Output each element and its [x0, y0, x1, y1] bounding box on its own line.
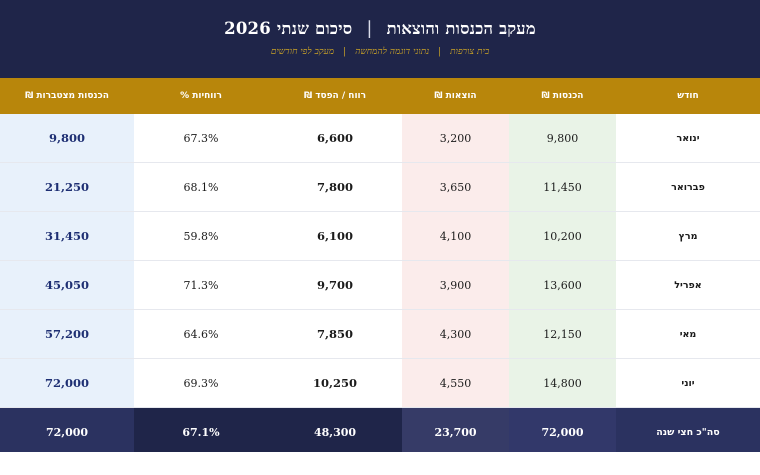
title-main: מעקב הכנסות והוצאות: [386, 18, 536, 38]
bottom-margin: [0, 452, 760, 475]
income-cell: 11,450: [509, 162, 616, 212]
margin-cell: 68.1%: [134, 162, 268, 212]
month-cell: ינואר: [616, 114, 760, 163]
total-margin: 67.1%: [134, 407, 268, 456]
subtitle-separator: |: [438, 46, 442, 57]
month-cell: מרץ: [616, 211, 760, 261]
table-body: ינואר 9,800 3,200 6,600 67.3% 9,800 פברו…: [0, 114, 760, 408]
column-header-income: הכנסות ₪: [509, 78, 616, 114]
subtitle-part-2: נתוני דוגמה להמחשה: [355, 47, 430, 57]
table-row: אפריל 13,600 3,900 9,700 71.3% 45,050: [0, 260, 760, 310]
expenses-cell: 4,550: [402, 358, 509, 408]
cumulative-cell: 72,000: [0, 358, 134, 408]
expenses-cell: 3,200: [402, 114, 509, 163]
income-cell: 9,800: [509, 114, 616, 163]
expenses-cell: 3,900: [402, 260, 509, 310]
cumulative-cell: 21,250: [0, 162, 134, 212]
total-expenses: 23,700: [402, 407, 509, 456]
margin-cell: 69.3%: [134, 358, 268, 408]
table-row: מאי 12,150 4,300 7,850 64.6% 57,200: [0, 309, 760, 359]
expenses-cell: 4,100: [402, 211, 509, 261]
income-cell: 12,150: [509, 309, 616, 359]
profit-cell: 6,600: [268, 114, 402, 163]
totals-label: סה"כ חצי שנה: [616, 407, 760, 456]
profit-cell: 7,800: [268, 162, 402, 212]
table-row: מרץ 10,200 4,100 6,100 59.8% 31,450: [0, 211, 760, 261]
title-year: סיכום שנתי 2026: [224, 18, 353, 38]
month-cell: יוני: [616, 358, 760, 408]
margin-cell: 67.3%: [134, 114, 268, 163]
profit-cell: 6,100: [268, 211, 402, 261]
table-footer: סה"כ חצי שנה 72,000 23,700 48,300 67.1% …: [0, 407, 760, 456]
total-profit: 48,300: [268, 407, 402, 456]
subtitle-part-3: מעקב לפי חודשים: [270, 47, 335, 57]
table-row: יוני 14,800 4,550 10,250 69.3% 72,000: [0, 358, 760, 408]
profit-cell: 7,850: [268, 309, 402, 359]
income-expense-table: חודש הכנסות ₪ הוצאות ₪ רווח / הפסד ₪ רוו…: [0, 78, 760, 456]
title-row: סיכום שנתי 2026 | מעקב הכנסות והוצאות: [0, 18, 760, 39]
column-header-month: חודש: [616, 78, 760, 114]
expenses-cell: 3,650: [402, 162, 509, 212]
cumulative-cell: 9,800: [0, 114, 134, 163]
total-cumulative: 72,000: [0, 407, 134, 456]
subtitle-separator: |: [343, 46, 347, 57]
total-income: 72,000: [509, 407, 616, 456]
cumulative-cell: 45,050: [0, 260, 134, 310]
subtitle-row: מעקב לפי חודשים | נתוני דוגמה להמחשה | ב…: [0, 46, 760, 58]
subtitle-part-1: בית צורפות: [450, 47, 490, 57]
profit-cell: 9,700: [268, 260, 402, 310]
title-separator: |: [366, 18, 373, 39]
profit-cell: 10,250: [268, 358, 402, 408]
table-row: פברואר 11,450 3,650 7,800 68.1% 21,250: [0, 162, 760, 212]
margin-cell: 64.6%: [134, 309, 268, 359]
report-header: סיכום שנתי 2026 | מעקב הכנסות והוצאות מע…: [0, 0, 760, 78]
column-header-margin: רווחיות %: [134, 78, 268, 114]
column-header-profit: רווח / הפסד ₪: [268, 78, 402, 114]
month-cell: אפריל: [616, 260, 760, 310]
month-cell: מאי: [616, 309, 760, 359]
column-header-cumulative: הכנסות מצטברות ₪: [0, 78, 134, 114]
table-header: חודש הכנסות ₪ הוצאות ₪ רווח / הפסד ₪ רוו…: [0, 78, 760, 114]
margin-cell: 71.3%: [134, 260, 268, 310]
income-cell: 10,200: [509, 211, 616, 261]
cumulative-cell: 31,450: [0, 211, 134, 261]
table-row: ינואר 9,800 3,200 6,600 67.3% 9,800: [0, 114, 760, 163]
totals-row: סה"כ חצי שנה 72,000 23,700 48,300 67.1% …: [0, 407, 760, 456]
income-cell: 14,800: [509, 358, 616, 408]
month-cell: פברואר: [616, 162, 760, 212]
column-header-expenses: הוצאות ₪: [402, 78, 509, 114]
margin-cell: 59.8%: [134, 211, 268, 261]
income-cell: 13,600: [509, 260, 616, 310]
expenses-cell: 4,300: [402, 309, 509, 359]
header-row: חודש הכנסות ₪ הוצאות ₪ רווח / הפסד ₪ רוו…: [0, 78, 760, 114]
cumulative-cell: 57,200: [0, 309, 134, 359]
